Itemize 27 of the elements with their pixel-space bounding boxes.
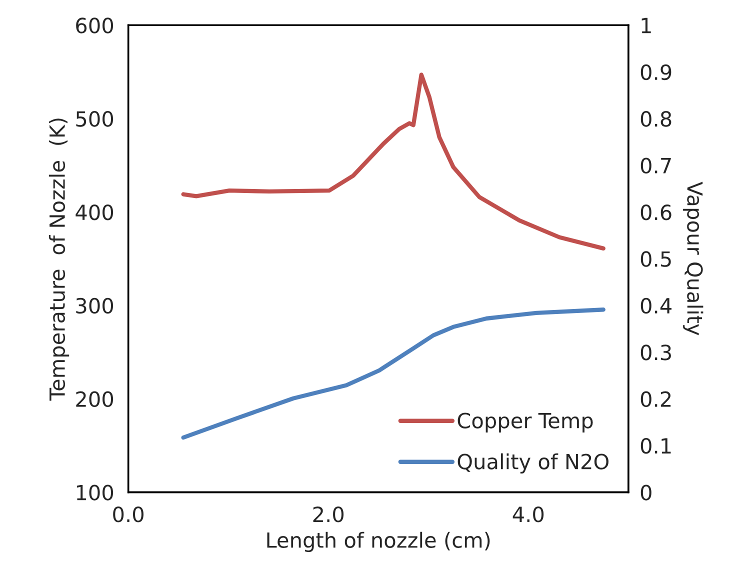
y2-tick-label: 0 [640, 484, 652, 500]
y2-tick-label: 0.6 [640, 204, 672, 220]
y-tick-label: 400 [76, 204, 114, 220]
x-tick-label: 2.0 [313, 506, 344, 522]
line-series [181, 308, 606, 440]
y-tick-label: 500 [76, 111, 114, 127]
y2-tick-label: 1 [642, 18, 651, 34]
y2-tick-label: 0.3 [640, 344, 671, 360]
line-series [181, 72, 606, 251]
y2-axis-title: Vapour Quality [683, 182, 704, 336]
x-axis-title: Length of nozzle (cm) [267, 532, 490, 552]
y2-tick-label: 0.8 [640, 111, 672, 127]
legend-label: Quality of N2O [458, 453, 608, 474]
y-tick-label: 600 [76, 18, 114, 34]
x-tick-label: 4.0 [512, 506, 544, 522]
y-axis-title: Temperature of Nozzle (K) [48, 118, 70, 401]
x-tick-label: 0.0 [113, 506, 144, 522]
legend-label: Copper Temp [458, 412, 593, 432]
y-tick-label: 200 [76, 391, 114, 408]
y2-tick-label: 0.2 [640, 391, 671, 408]
y2-tick-label: 0.7 [640, 158, 671, 174]
y-tick-label: 300 [76, 298, 114, 314]
y2-tick-label: 0.1 [640, 438, 671, 454]
y2-tick-label: 0.4 [640, 298, 672, 314]
y2-tick-label: 0.5 [640, 251, 671, 267]
y2-tick-label: 0.9 [640, 64, 672, 80]
y-tick-label: 100 [76, 484, 114, 500]
